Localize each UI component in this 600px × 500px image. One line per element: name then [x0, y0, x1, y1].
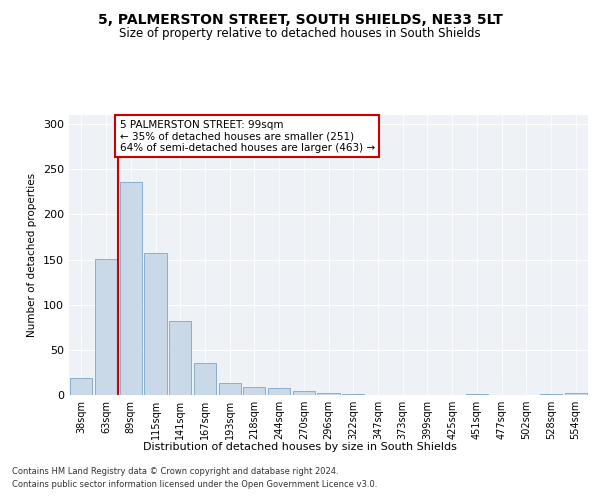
Text: Size of property relative to detached houses in South Shields: Size of property relative to detached ho… [119, 28, 481, 40]
Bar [466, 394, 488, 395]
Text: 5, PALMERSTON STREET, SOUTH SHIELDS, NE33 5LT: 5, PALMERSTON STREET, SOUTH SHIELDS, NE3… [98, 12, 502, 26]
Bar [169, 321, 191, 395]
Bar [565, 393, 587, 395]
Bar [317, 393, 340, 395]
Text: Contains HM Land Registry data © Crown copyright and database right 2024.: Contains HM Land Registry data © Crown c… [12, 467, 338, 476]
Bar [268, 388, 290, 395]
Bar [194, 364, 216, 395]
Bar [70, 378, 92, 395]
Bar [540, 394, 562, 395]
Bar [95, 258, 117, 395]
Bar [218, 384, 241, 395]
Bar [145, 253, 167, 395]
Text: 5 PALMERSTON STREET: 99sqm
← 35% of detached houses are smaller (251)
64% of sem: 5 PALMERSTON STREET: 99sqm ← 35% of deta… [119, 120, 375, 152]
Text: Contains public sector information licensed under the Open Government Licence v3: Contains public sector information licen… [12, 480, 377, 489]
Text: Distribution of detached houses by size in South Shields: Distribution of detached houses by size … [143, 442, 457, 452]
Bar [243, 387, 265, 395]
Y-axis label: Number of detached properties: Number of detached properties [28, 173, 37, 337]
Bar [293, 392, 315, 395]
Bar [119, 182, 142, 395]
Bar [342, 394, 364, 395]
